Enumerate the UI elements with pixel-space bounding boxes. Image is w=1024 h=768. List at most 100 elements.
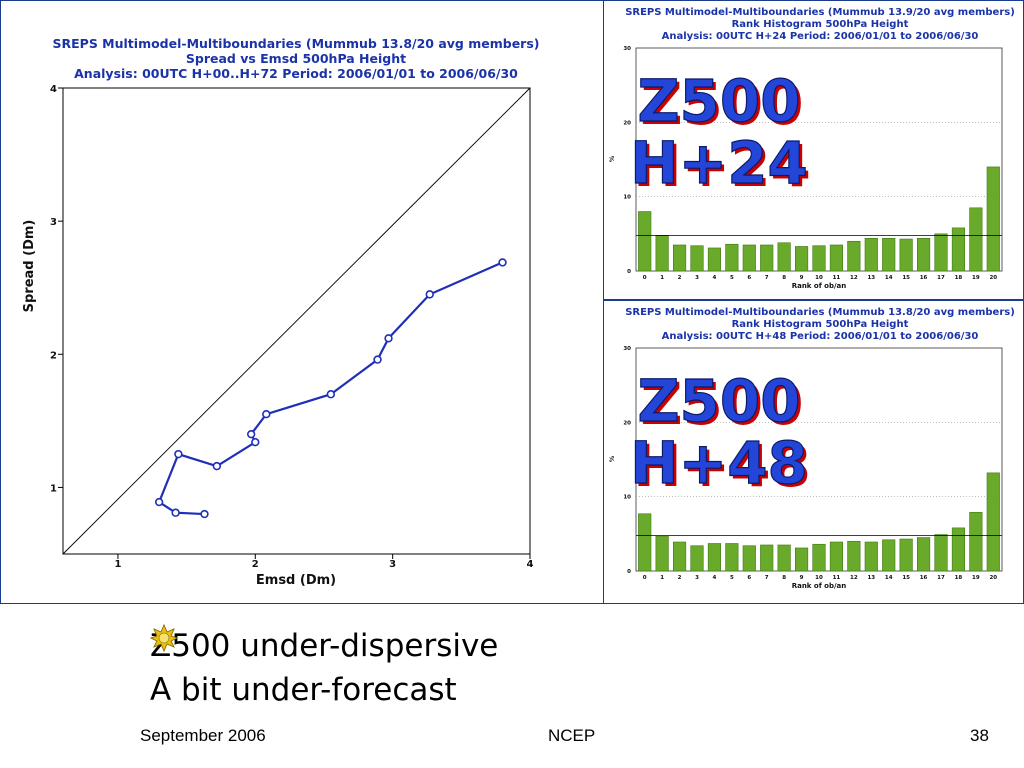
bullet-text: Z500 under-dispersive bbox=[150, 628, 499, 664]
x-tick-label: 11 bbox=[833, 275, 841, 281]
overlay-label-shadow: H+48 bbox=[633, 432, 811, 500]
y-tick-label: 10 bbox=[623, 195, 631, 201]
histogram-bar bbox=[725, 543, 739, 572]
data-point bbox=[200, 509, 209, 519]
series-line bbox=[157, 261, 503, 516]
overlay-label-shadow: Z500 bbox=[640, 370, 803, 438]
histogram-bar bbox=[707, 543, 722, 572]
footer-page-number: 38 bbox=[970, 726, 989, 745]
rank-histogram-h24-chart: SREPS Multimodel-Multiboundaries (Mummub… bbox=[603, 0, 1024, 300]
x-tick-label: 16 bbox=[920, 275, 928, 281]
histogram-bar bbox=[829, 244, 844, 272]
plot-frame bbox=[62, 87, 531, 555]
bullet-list: Z500 under-dispersive A bit under-foreca… bbox=[150, 624, 498, 712]
histogram-bar bbox=[672, 541, 687, 572]
histogram-bar bbox=[812, 245, 826, 272]
overlay-label: Z500 bbox=[637, 67, 800, 135]
histogram-bar bbox=[899, 238, 913, 272]
x-tick-label: 18 bbox=[955, 575, 963, 581]
x-tick-label: 0 bbox=[643, 575, 647, 581]
x-tick-label: 0 bbox=[643, 275, 647, 281]
x-axis-label: Rank of ob/an bbox=[792, 282, 847, 290]
histogram-bar bbox=[969, 511, 983, 572]
x-tick-label: 2 bbox=[678, 575, 682, 581]
histogram-bar bbox=[777, 242, 791, 272]
chart-title-line: Spread vs Emsd 500hPa Height bbox=[186, 51, 406, 66]
histogram-bar bbox=[864, 237, 878, 272]
histogram-bar bbox=[725, 243, 739, 272]
chart-title-line: SREPS Multimodel-Multiboundaries (Mummub… bbox=[53, 36, 540, 51]
x-tick-label: 18 bbox=[955, 275, 963, 281]
y-tick-label: 20 bbox=[623, 120, 631, 126]
x-tick-label: 7 bbox=[765, 275, 769, 281]
spread-vs-emsd-chart: SREPS Multimodel-Multiboundaries (Mummub… bbox=[0, 0, 604, 604]
x-tick-label: 4 bbox=[713, 275, 717, 281]
rank-histogram-h24-plot: SREPS Multimodel-Multiboundaries (Mummub… bbox=[608, 7, 1015, 290]
footer-org: NCEP bbox=[548, 726, 596, 745]
histogram-bar bbox=[777, 544, 791, 572]
x-tick-label: 14 bbox=[885, 575, 893, 581]
histogram-bar bbox=[794, 246, 809, 272]
data-point bbox=[373, 355, 382, 364]
histogram-bar bbox=[899, 538, 913, 572]
plot-frame bbox=[635, 347, 1003, 572]
footer-date: September 2006 bbox=[140, 726, 266, 745]
histogram-bar bbox=[742, 244, 756, 272]
histogram-bar bbox=[847, 540, 861, 572]
x-tick-label: 12 bbox=[850, 275, 858, 281]
x-tick-label: 3 bbox=[389, 559, 396, 570]
data-point bbox=[425, 290, 434, 299]
histogram-bar bbox=[707, 247, 722, 272]
histogram-bar bbox=[742, 545, 756, 572]
y-tick-label: 4 bbox=[50, 84, 57, 95]
y-axis-label: % bbox=[608, 455, 616, 462]
x-tick-label: 19 bbox=[972, 575, 980, 581]
bullet-item: Z500 under-dispersive bbox=[150, 624, 498, 668]
x-tick-label: 17 bbox=[937, 275, 945, 281]
y-axis-label: % bbox=[608, 155, 616, 162]
y-tick-label: 20 bbox=[623, 420, 631, 426]
x-tick-label: 6 bbox=[747, 575, 751, 581]
x-tick-label: 1 bbox=[114, 559, 121, 570]
x-tick-label: 13 bbox=[867, 575, 875, 581]
x-tick-label: 3 bbox=[695, 575, 699, 581]
x-tick-label: 5 bbox=[730, 575, 734, 581]
histogram-bar bbox=[847, 240, 861, 272]
chart-title-line: Analysis: 00UTC H+24 Period: 2006/01/01 … bbox=[662, 31, 979, 42]
x-tick-label: 2 bbox=[252, 559, 259, 570]
rank-histogram-h48-plot: SREPS Multimodel-Multiboundaries (Mummub… bbox=[608, 307, 1015, 590]
chart-title-line: SREPS Multimodel-Multiboundaries (Mummub… bbox=[625, 307, 1015, 318]
x-axis-label: Emsd (Dm) bbox=[256, 573, 336, 588]
histogram-bar bbox=[916, 237, 931, 272]
data-point bbox=[262, 410, 271, 419]
overlay-label-shadow: Z500 bbox=[640, 70, 803, 138]
rank-histogram-h48-chart: SREPS Multimodel-Multiboundaries (Mummub… bbox=[603, 300, 1024, 604]
chart-title-line: Analysis: 00UTC H+00..H+72 Period: 2006/… bbox=[74, 66, 518, 81]
data-point bbox=[154, 497, 164, 507]
data-point bbox=[171, 508, 180, 517]
histogram-bar bbox=[986, 166, 1000, 272]
histogram-bar bbox=[951, 527, 966, 572]
x-tick-label: 17 bbox=[937, 575, 945, 581]
y-tick-label: 1 bbox=[50, 483, 57, 494]
histogram-bar bbox=[829, 541, 844, 572]
x-axis-label: Rank of ob/an bbox=[792, 582, 847, 590]
histogram-bar bbox=[638, 513, 652, 572]
chart-title-line: Rank Histogram 500hPa Height bbox=[732, 19, 909, 30]
x-tick-label: 9 bbox=[800, 575, 804, 581]
x-tick-label: 4 bbox=[527, 559, 534, 570]
data-point bbox=[212, 461, 222, 471]
x-tick-label: 14 bbox=[885, 275, 893, 281]
x-tick-label: 4 bbox=[713, 575, 717, 581]
overlay-label-shadow: H+24 bbox=[633, 132, 811, 200]
y-tick-label: 30 bbox=[623, 46, 631, 52]
histogram-bar bbox=[986, 472, 1000, 572]
y-tick-label: 30 bbox=[623, 346, 631, 352]
x-tick-label: 16 bbox=[920, 575, 928, 581]
histogram-bar bbox=[864, 541, 878, 572]
x-tick-label: 11 bbox=[833, 575, 841, 581]
bullet-item: A bit under-forecast bbox=[150, 624, 498, 712]
x-tick-label: 2 bbox=[678, 275, 682, 281]
x-tick-label: 15 bbox=[902, 575, 910, 581]
data-point bbox=[498, 258, 507, 267]
